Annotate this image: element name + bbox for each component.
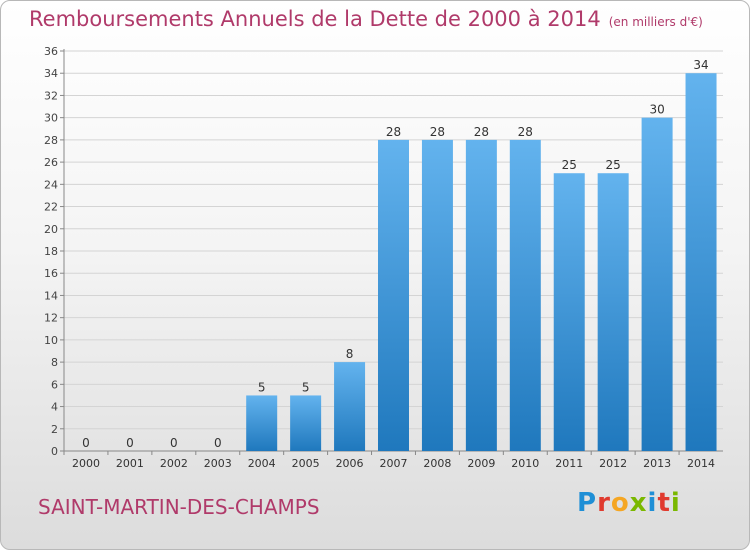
y-tick-label: 4 <box>51 401 58 414</box>
chart-unit: (en milliers d'€) <box>608 15 703 29</box>
x-tick-label: 2006 <box>336 457 364 470</box>
y-tick-label: 34 <box>44 67 58 80</box>
y-tick-label: 18 <box>44 245 58 258</box>
bar-value-label: 8 <box>346 347 354 361</box>
bar-value-label: 28 <box>518 125 533 139</box>
bar-value-label: 0 <box>82 436 90 450</box>
y-tick-label: 16 <box>44 267 58 280</box>
y-tick-label: 0 <box>51 445 58 458</box>
y-tick-label: 8 <box>51 356 58 369</box>
y-tick-label: 10 <box>44 334 58 347</box>
bar-value-label: 0 <box>126 436 134 450</box>
logo-letter: i <box>647 488 658 518</box>
bar <box>641 117 673 452</box>
y-tick-label: 24 <box>44 178 58 191</box>
bar <box>553 173 585 451</box>
bar <box>334 362 366 451</box>
x-tick-label: 2000 <box>72 457 100 470</box>
x-tick-label: 2007 <box>380 457 408 470</box>
bar <box>421 139 453 451</box>
bar <box>378 139 409 451</box>
bar-value-label: 28 <box>474 125 489 139</box>
x-tick-label: 2003 <box>204 457 232 470</box>
logo-letter: x <box>629 488 648 518</box>
y-tick-label: 6 <box>51 378 58 391</box>
bar <box>290 395 322 451</box>
y-tick-label: 28 <box>44 134 58 147</box>
bar-value-label: 28 <box>386 125 401 139</box>
x-tick-label: 2008 <box>423 457 451 470</box>
logo-letter: i <box>670 488 681 518</box>
x-tick-label: 2014 <box>687 457 715 470</box>
x-tick-label: 2012 <box>599 457 627 470</box>
x-tick-label: 2013 <box>643 457 671 470</box>
x-tick-label: 2001 <box>116 457 144 470</box>
logo-letter: P <box>577 488 598 518</box>
x-tick-label: 2005 <box>292 457 320 470</box>
x-tick-label: 2004 <box>248 457 276 470</box>
y-tick-label: 2 <box>51 423 58 436</box>
bar <box>465 139 497 451</box>
y-tick-label: 20 <box>44 223 58 236</box>
commune-name: SAINT-MARTIN-DES-CHAMPS <box>38 495 320 519</box>
y-tick-label: 32 <box>44 89 58 102</box>
logo-letter: o <box>610 488 630 518</box>
y-tick-label: 30 <box>44 112 58 125</box>
bar <box>509 139 541 451</box>
y-tick-label: 36 <box>44 45 58 58</box>
y-tick-label: 26 <box>44 156 58 169</box>
bar-value-label: 25 <box>562 158 577 172</box>
logo-letter: t <box>657 488 671 518</box>
logo-letter: r <box>597 488 611 518</box>
x-tick-label: 2011 <box>555 457 583 470</box>
x-tick-label: 2010 <box>511 457 539 470</box>
y-tick-label: 14 <box>44 289 58 302</box>
bar-value-label: 34 <box>693 58 708 72</box>
bar-value-label: 0 <box>170 436 178 450</box>
bar-value-label: 5 <box>258 380 266 394</box>
chart-title-text: Remboursements Annuels de la Dette de 20… <box>29 7 601 31</box>
bar-value-label: 0 <box>214 436 222 450</box>
bar-value-label: 28 <box>430 125 445 139</box>
bar <box>246 395 278 451</box>
y-tick-label: 12 <box>44 312 58 325</box>
bar <box>597 173 629 451</box>
y-tick-label: 22 <box>44 201 58 214</box>
bar <box>685 73 717 451</box>
proxiti-logo: Proxiti <box>577 488 681 518</box>
bar-value-label: 5 <box>302 380 310 394</box>
x-tick-label: 2009 <box>467 457 495 470</box>
bar-value-label: 25 <box>606 158 621 172</box>
chart-title: Remboursements Annuels de la Dette de 20… <box>29 7 703 31</box>
bar-value-label: 30 <box>649 103 664 117</box>
bar-chart: 0246810121416182022242628303234360200002… <box>44 45 723 470</box>
x-tick-label: 2002 <box>160 457 188 470</box>
